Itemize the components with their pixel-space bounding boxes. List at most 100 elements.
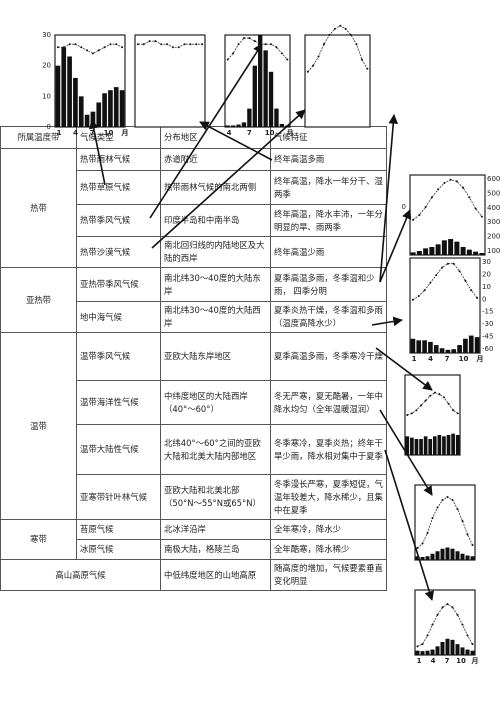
precipitation-bar — [416, 251, 422, 255]
table-row: 温带 温带季风气候 亚欧大陆东岸地区 夏季高温多雨，冬季寒冷干燥 — [0, 332, 387, 520]
precipitation-bar — [455, 551, 460, 560]
precipitation-bar — [410, 252, 416, 255]
temperature-point — [355, 43, 358, 46]
temperature-point — [416, 547, 419, 549]
temperature-line — [57, 43, 123, 54]
temperature-point — [333, 27, 336, 30]
temperature-point — [177, 46, 180, 49]
temperature-point — [431, 623, 434, 626]
temperature-line — [407, 392, 458, 416]
tick-label: 400 — [487, 204, 500, 212]
table-cell: 地中海气候 — [76, 301, 161, 333]
table-cell: 亚热带季风气候 — [76, 267, 161, 302]
temperature-point — [360, 58, 363, 61]
temperature-point — [471, 643, 474, 646]
temperature-point — [436, 506, 439, 509]
temperature-point — [433, 391, 436, 394]
precipitation-bar — [415, 556, 420, 560]
temperature-point — [259, 43, 262, 46]
chart-frame — [409, 257, 481, 354]
table-cell: 北冰洋沿岸 — [160, 519, 271, 540]
precipitation-bar — [422, 340, 427, 353]
temperature-point — [74, 43, 77, 46]
tick-label: 0 — [482, 295, 486, 303]
temperature-point — [423, 289, 426, 292]
temperature-point — [160, 43, 163, 46]
table-cell: 冬无严寒，夏无酷暑，一年中降水均匀（全年温暖湿润） — [270, 380, 387, 425]
x-label: 10 — [456, 657, 466, 665]
precipitation-bar — [247, 108, 252, 127]
precipitation-bar — [78, 96, 84, 127]
temperature-point — [421, 643, 424, 646]
precipitation-bar — [428, 439, 433, 455]
table-cell: 终年高温多雨 — [270, 148, 387, 171]
tick-label: 500 — [487, 189, 500, 197]
temperature-point — [455, 180, 458, 183]
temperature-point — [464, 279, 467, 282]
temperature-line — [412, 179, 483, 221]
precipitation-bar — [263, 50, 268, 128]
climate-table: 所属温度带 气候类型 分布地区 气候特征 热带 热带雨林气候 赤道附近 终年高温多雨 热带草原气… — [0, 126, 387, 591]
temperature-point — [451, 606, 454, 609]
tick-label: 30 — [482, 258, 491, 266]
chart-frame — [54, 34, 126, 128]
table-cell: 热带雨林气候 — [76, 148, 161, 171]
temperature-point — [306, 70, 309, 73]
table-cell: 温带海洋性气候 — [76, 380, 161, 425]
temperature-point — [426, 634, 429, 637]
precipitation-bar — [429, 247, 435, 255]
precipitation-bar — [460, 247, 466, 255]
temperature-point — [421, 542, 424, 545]
temperature-point — [86, 49, 89, 52]
table-cell: 赤道附近 — [160, 148, 271, 171]
precipitation-bar — [466, 249, 472, 255]
temperature-point — [446, 603, 449, 606]
table-row: 热带 热带雨林气候 赤道附近 终年高温多雨 — [0, 148, 387, 268]
precipitation-bar — [479, 253, 485, 255]
temperature-point — [350, 34, 353, 36]
precipitation-bar — [435, 646, 440, 655]
tick-label: 0 — [402, 203, 406, 211]
table-cell: 亚寒带针叶林气候 — [76, 474, 161, 520]
temperature-point — [154, 40, 157, 43]
temperature-point — [166, 43, 169, 46]
precipitation-bar — [102, 93, 107, 127]
temperature-point — [447, 402, 450, 405]
temperature-point — [68, 43, 71, 46]
zone: 温带 — [0, 332, 77, 520]
temperature-point — [195, 43, 198, 46]
temperature-point — [328, 34, 331, 36]
temperature-point — [466, 533, 469, 536]
table-cell: 热带沙漠气候 — [76, 236, 161, 268]
precipitation-bar — [440, 642, 445, 655]
table-cell: 热带草原气候 — [76, 170, 161, 205]
precipitation-bar — [67, 56, 72, 127]
precipitation-bar — [415, 650, 420, 655]
temperature-point — [420, 404, 423, 407]
precipitation-bar — [448, 239, 454, 255]
x-label: 1 — [417, 657, 422, 665]
x-label: 10 — [459, 355, 469, 363]
table-row: 温带大陆性气候 北纬40°～60°之间的亚欧大陆和北美大陆内部地区 冬季寒冷，夏季炎… — [1, 424, 387, 475]
tick-label: 20 — [482, 270, 491, 278]
table-body: 所属温度带 气候类型 分布地区 气候特征 热带 热带雨林气候 赤道附近 终年高温多雨 热带草原气… — [0, 126, 387, 591]
table-cell: 温带大陆性气候 — [76, 424, 161, 475]
temperature-point — [417, 295, 420, 297]
temperature-point — [441, 499, 444, 501]
table-cell: 中低纬度地区的山地高原 — [160, 559, 271, 591]
temperature-point — [456, 613, 459, 616]
precipitation-bar — [410, 338, 416, 353]
table-cell: 冬季寒冷，夏季炎热；终年干旱少雨，降水相对集中于夏季 — [270, 424, 387, 475]
temperature-point — [442, 396, 445, 399]
temperature-point — [97, 49, 100, 52]
temperature-point — [456, 412, 459, 415]
chart-frame — [414, 589, 476, 656]
temperature-point — [201, 43, 204, 46]
table-cell: 随高度的增加，气候要素垂直变化明显 — [270, 559, 387, 591]
temperature-point — [411, 298, 414, 301]
x-label: 7 — [445, 657, 450, 665]
table-row: 地中海气候 南北纬30～40度的大陆西岸 夏季炎热干燥，冬季温和多雨（温度高降水少） — [1, 301, 387, 333]
zone: 高山高原气候 — [0, 559, 161, 591]
precipitation-bar — [416, 340, 422, 353]
